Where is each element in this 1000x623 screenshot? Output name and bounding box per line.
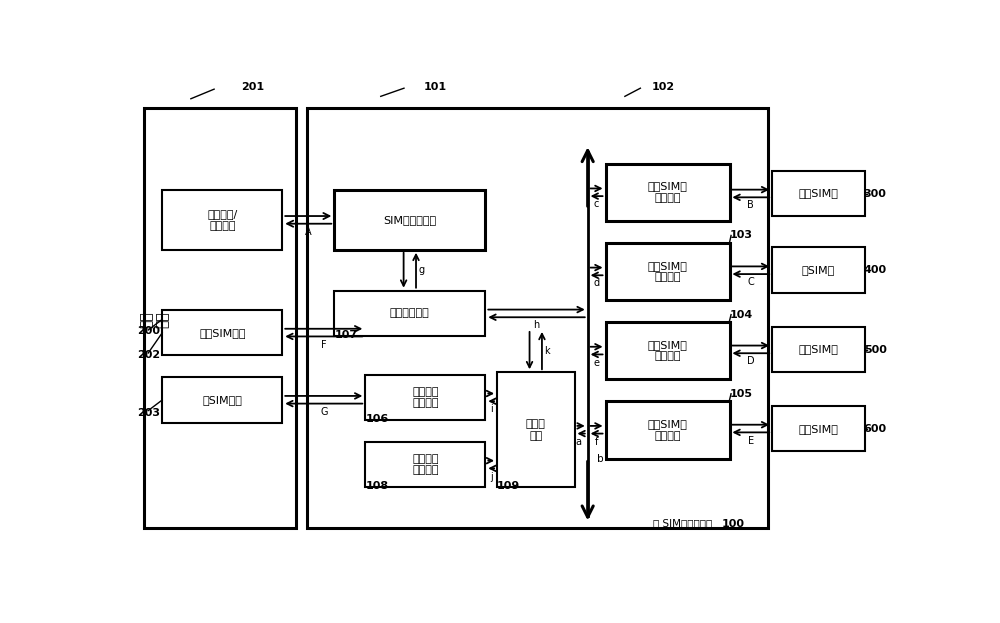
Text: b: b [597, 454, 604, 464]
Text: D: D [747, 356, 755, 366]
Bar [334, 290, 485, 336]
Text: 201: 201 [241, 82, 264, 92]
Text: c: c [594, 199, 599, 209]
Bar [365, 374, 485, 420]
Text: C: C [747, 277, 754, 287]
Text: 200: 200 [137, 326, 160, 336]
Text: 第一SIM接口: 第一SIM接口 [199, 328, 246, 338]
Text: 600: 600 [864, 424, 887, 434]
Text: 107: 107 [334, 330, 357, 340]
Text: h: h [533, 320, 540, 330]
Text: 400: 400 [864, 265, 887, 275]
Text: 103: 103 [730, 231, 753, 240]
Text: 300: 300 [864, 189, 887, 199]
Text: e: e [594, 358, 600, 368]
Text: 104: 104 [730, 310, 753, 320]
Text: 第三SIM卡
接口模块: 第三SIM卡 接口模块 [648, 340, 687, 361]
Text: 106: 106 [365, 414, 388, 424]
Text: f: f [595, 437, 598, 447]
Bar [772, 171, 865, 216]
Text: j: j [490, 472, 493, 482]
Text: 105: 105 [730, 389, 753, 399]
Text: B: B [747, 201, 754, 211]
Text: i: i [490, 404, 493, 414]
Text: A: A [305, 227, 312, 237]
Text: 第三SIM卡: 第三SIM卡 [799, 345, 839, 354]
Bar [334, 190, 485, 250]
Text: 500: 500 [864, 345, 887, 354]
Bar [606, 163, 730, 221]
Bar [772, 406, 865, 451]
Text: E: E [748, 435, 754, 445]
Bar [365, 442, 485, 487]
Text: 203: 203 [137, 408, 160, 418]
Text: 第一SIM卡
接口模块: 第一SIM卡 接口模块 [648, 181, 687, 203]
Text: 第SIM卡: 第SIM卡 [802, 265, 835, 275]
Text: 第SIM接口: 第SIM接口 [202, 395, 242, 405]
Text: 多 SIM卡连接装置: 多 SIM卡连接装置 [653, 518, 713, 528]
Text: a: a [575, 437, 581, 447]
Text: 108: 108 [365, 481, 388, 491]
Text: F: F [321, 340, 327, 350]
Text: SIM卡选择模块: SIM卡选择模块 [383, 215, 436, 225]
Bar [606, 242, 730, 300]
Bar [772, 247, 865, 293]
Bar [144, 108, 296, 528]
Bar [772, 326, 865, 372]
Text: 第二SIM卡
接口模块: 第二SIM卡 接口模块 [648, 260, 687, 282]
Text: G: G [320, 407, 328, 417]
Text: 第一基带
接口模块: 第一基带 接口模块 [412, 386, 439, 408]
Text: 基带
芯片: 基带 芯片 [139, 311, 170, 328]
Bar [162, 377, 282, 422]
Text: 第四SIM卡
接口模块: 第四SIM卡 接口模块 [648, 419, 687, 440]
Text: 第四SIM卡: 第四SIM卡 [799, 424, 839, 434]
Text: 101: 101 [423, 82, 447, 92]
Text: 102: 102 [652, 82, 675, 92]
Text: 通用输入/
输出接口: 通用输入/ 输出接口 [207, 209, 237, 231]
Text: 源控制
模块: 源控制 模块 [526, 419, 546, 440]
Text: 第一SIM卡: 第一SIM卡 [799, 189, 839, 199]
Bar [606, 322, 730, 379]
Bar [307, 108, 768, 528]
Text: 第二基带
接口模块: 第二基带 接口模块 [412, 454, 439, 475]
Text: k: k [545, 346, 550, 356]
Text: 100: 100 [722, 519, 745, 530]
Text: 片选控制模块: 片选控制模块 [390, 308, 430, 318]
Bar [606, 401, 730, 459]
Bar [162, 310, 282, 355]
Text: 109: 109 [497, 481, 520, 491]
Text: d: d [594, 278, 600, 288]
Bar [162, 190, 282, 250]
Bar [497, 372, 574, 487]
Text: g: g [418, 265, 425, 275]
Text: 202: 202 [137, 350, 160, 360]
